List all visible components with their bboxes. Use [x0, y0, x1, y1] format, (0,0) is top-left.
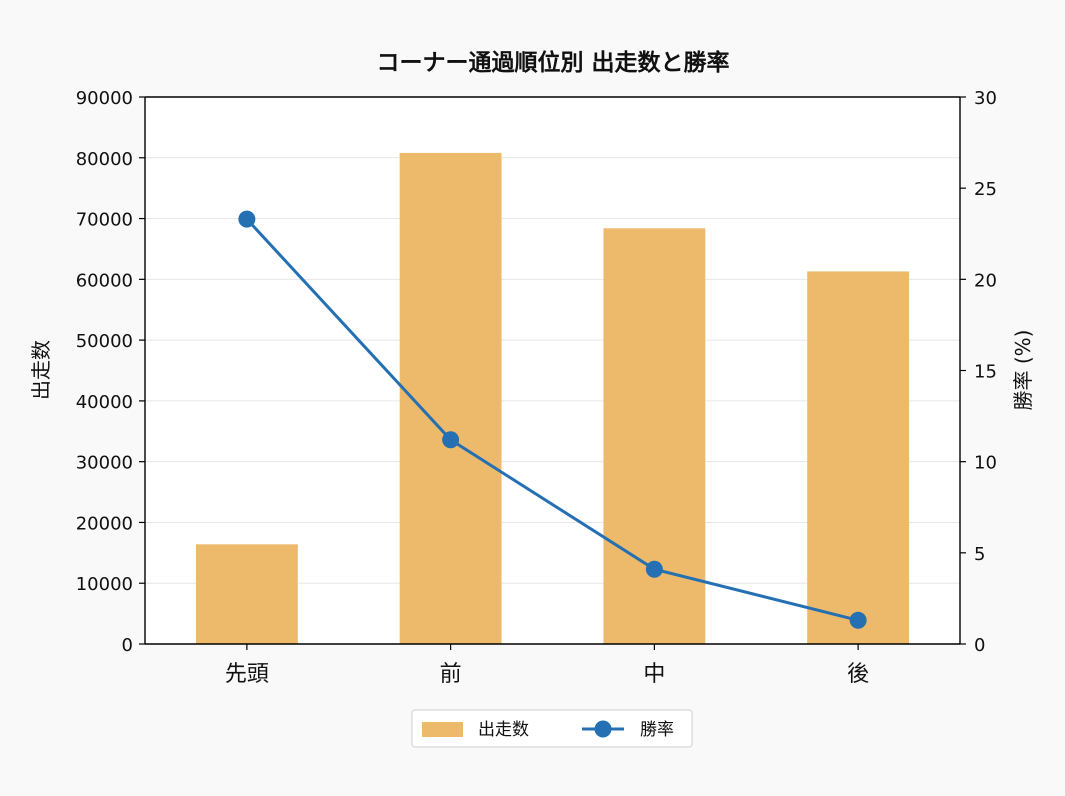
left-tick-label: 90000	[76, 88, 133, 109]
x-tick-label: 中	[643, 662, 665, 687]
right-tick-label: 10	[974, 453, 997, 474]
right-tick-label: 25	[974, 179, 997, 200]
x-tick-label: 前	[440, 662, 462, 687]
x-axis-ticks: 先頭 前 中 後	[225, 644, 869, 687]
right-tick-label: 15	[974, 362, 997, 383]
right-tick-label: 5	[974, 544, 985, 565]
right-tick-label: 20	[974, 270, 997, 291]
right-tick-label: 0	[974, 635, 985, 656]
y-axis-label-left: 出走数	[29, 340, 53, 400]
left-tick-label: 40000	[76, 392, 133, 413]
bar-3	[603, 228, 706, 644]
x-tick-label: 先頭	[225, 662, 269, 687]
win-rate-point-1	[238, 210, 256, 228]
left-tick-label: 70000	[76, 210, 133, 231]
legend: 出走数 勝率	[411, 709, 693, 748]
bar-2	[399, 152, 502, 644]
chart-title: コーナー通過順位別 出走数と勝率	[376, 49, 729, 76]
left-tick-label: 60000	[76, 270, 133, 291]
left-tick-label: 0	[122, 635, 133, 656]
legend-swatch-marker	[594, 720, 612, 738]
left-tick-label: 50000	[76, 331, 133, 352]
win-rate-point-2	[442, 431, 460, 449]
legend-box	[411, 709, 693, 748]
legend-label-bar: 出走数	[478, 720, 529, 740]
win-rate-polyline	[245, 218, 859, 622]
win-rate-point-3	[645, 560, 663, 578]
bar-4	[807, 271, 910, 644]
right-axis-ticks: 0 5 10 15 20 25 30	[960, 88, 997, 656]
x-tick-label: 後	[847, 662, 869, 687]
y-axis-label-right: 勝率 (%)	[1011, 330, 1035, 411]
legend-label-line: 勝率	[640, 720, 674, 740]
left-tick-label: 30000	[76, 453, 133, 474]
left-tick-label: 80000	[76, 149, 133, 170]
right-tick-label: 30	[974, 88, 997, 109]
win-rate-line	[238, 210, 867, 629]
left-tick-label: 10000	[76, 574, 133, 595]
bar-1	[195, 544, 298, 644]
left-tick-label: 20000	[76, 513, 133, 534]
bars	[195, 152, 910, 644]
legend-swatch-bar	[422, 722, 463, 737]
left-axis-ticks: 0 10000 20000 30000 40000 50000 60000 70000 8000…	[76, 88, 145, 656]
win-rate-point-4	[849, 611, 867, 629]
